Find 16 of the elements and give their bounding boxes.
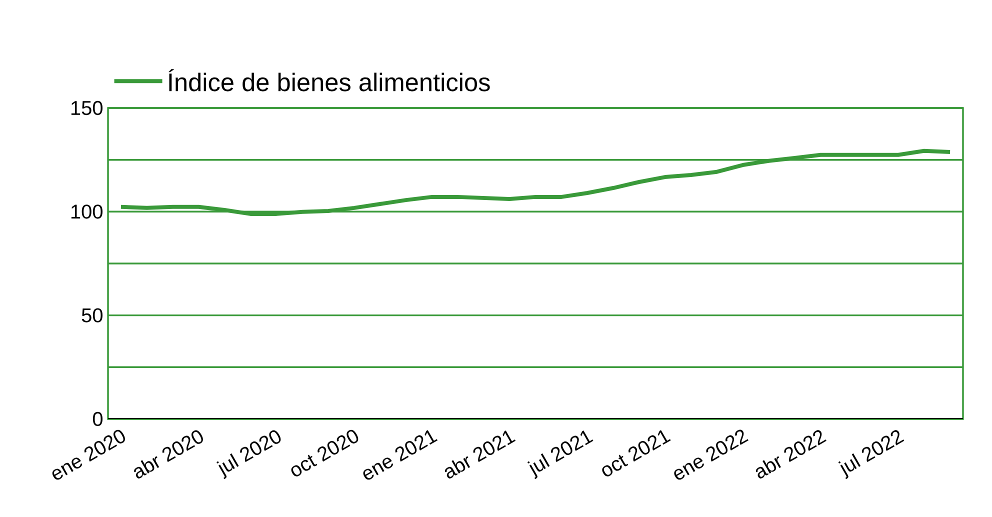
y-tick-label: 0 [92,412,103,426]
y-tick-label: 150 [71,100,102,116]
x-tick-label: jul 2022 [838,430,904,480]
x-tick-label: ene 2022 [674,430,748,480]
x-tick-label: abr 2020 [134,430,203,478]
y-tick-label: 100 [71,204,102,219]
x-tick-label: abr 2022 [756,430,826,478]
legend-label: Índice de bienes alimenticios [168,69,490,92]
x-tick-label: oct 2020 [291,430,358,476]
x-tick-label: ene 2020 [52,430,125,480]
x-tick-label: jul 2021 [527,430,594,480]
x-tick-label: jul 2020 [216,430,281,480]
x-tick-label: abr 2021 [445,430,516,478]
x-tick-label: oct 2021 [602,430,671,476]
y-tick-label: 50 [82,308,103,322]
x-tick-label: ene 2021 [363,430,438,480]
